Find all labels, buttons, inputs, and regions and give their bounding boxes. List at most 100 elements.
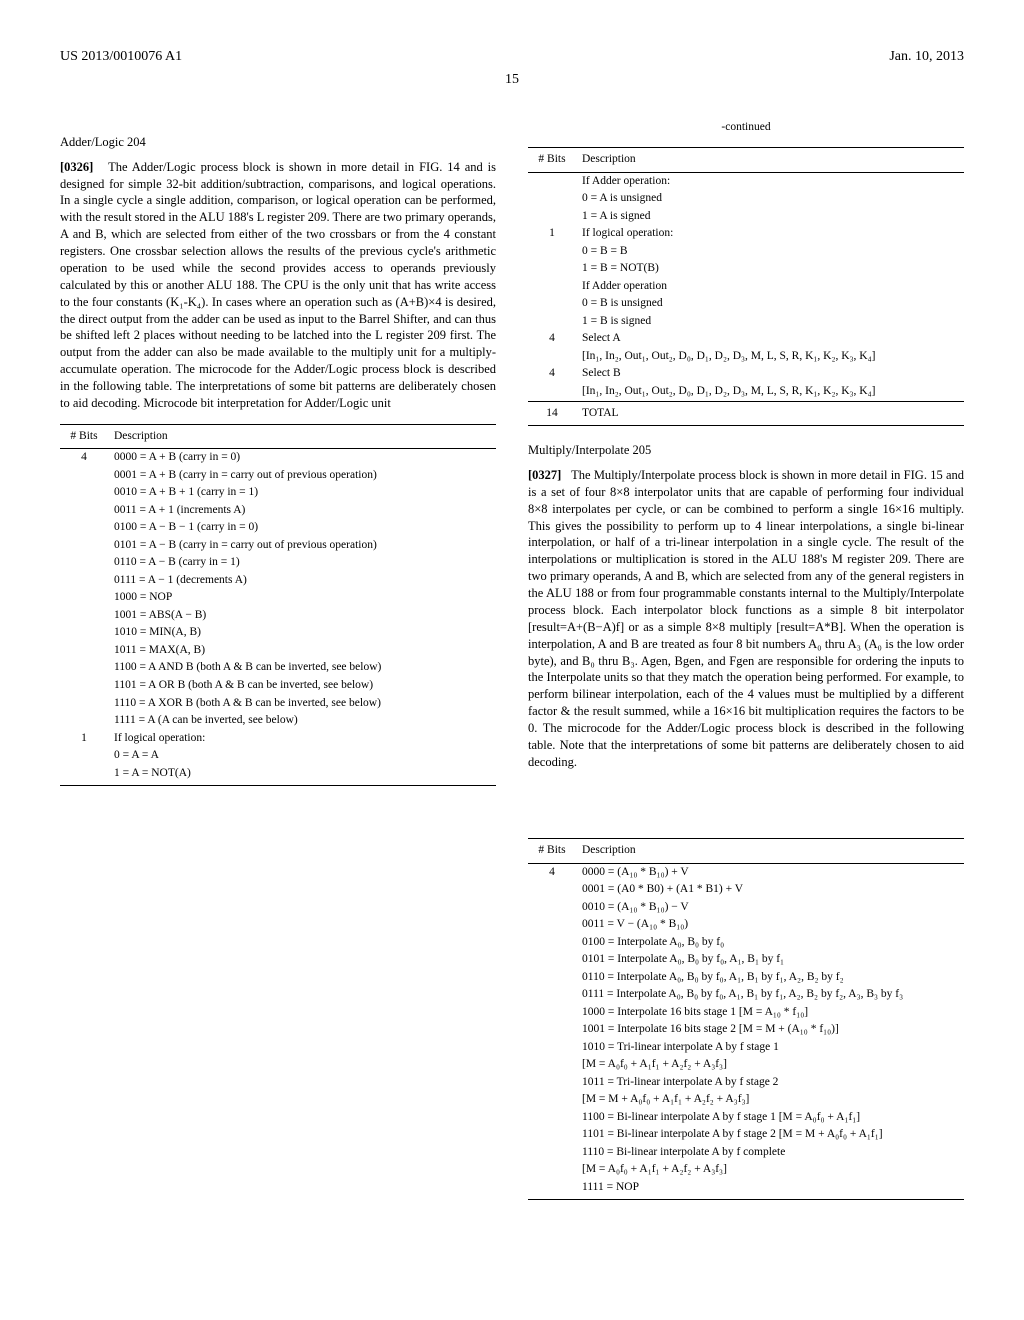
table-row: 0001 = (A0 * B0) + (A1 * B1) + V xyxy=(528,881,964,899)
table-row: 0 = A = A xyxy=(60,747,496,765)
desc-cell: 0110 = A − B (carry in = 1) xyxy=(114,554,496,572)
table-row: 4Select B xyxy=(528,365,964,383)
desc-cell: If Adder operation xyxy=(582,278,964,296)
bits-cell xyxy=(528,1144,582,1162)
total-bits: 14 xyxy=(528,401,582,426)
desc-cell: 1001 = Interpolate 16 bits stage 2 [M = … xyxy=(582,1021,964,1039)
table-row: [M = A₀f₀ + A₁f₁ + A₂f₂ + A₃f₃] xyxy=(528,1056,964,1074)
desc-cell: 1 = B is signed xyxy=(582,313,964,331)
bits-cell: 1 xyxy=(60,730,114,748)
section-title-multiply: Multiply/Interpolate 205 xyxy=(528,442,964,459)
desc-cell: 1 = A is signed xyxy=(582,208,964,226)
total-label: TOTAL xyxy=(582,401,964,426)
table-row: 1101 = Bi-linear interpolate A by f stag… xyxy=(528,1126,964,1144)
bits-cell xyxy=(60,484,114,502)
table-header: # Bits xyxy=(528,839,582,864)
bits-cell xyxy=(528,1179,582,1200)
table-row: 1000 = NOP xyxy=(60,589,496,607)
desc-cell: 0011 = A + 1 (increments A) xyxy=(114,502,496,520)
desc-cell: 0 = B is unsigned xyxy=(582,295,964,313)
table-row: 1111 = A (A can be inverted, see below) xyxy=(60,712,496,730)
table-row: 1010 = MIN(A, B) xyxy=(60,624,496,642)
desc-cell: 1111 = NOP xyxy=(582,1179,964,1200)
desc-cell: [In₁, In₂, Out₁, Out₂, D₀, D₁, D₂, D₃, M… xyxy=(582,348,964,366)
table-row: 1011 = MAX(A, B) xyxy=(60,642,496,660)
table-row: 0001 = A + B (carry in = carry out of pr… xyxy=(60,467,496,485)
desc-cell: 1010 = MIN(A, B) xyxy=(114,624,496,642)
bits-cell xyxy=(528,1126,582,1144)
bits-cell xyxy=(528,190,582,208)
desc-cell: 0 = B = B xyxy=(582,243,964,261)
table-header: # Bits xyxy=(60,424,114,449)
table-row: 1001 = Interpolate 16 bits stage 2 [M = … xyxy=(528,1021,964,1039)
desc-cell: 0100 = A − B − 1 (carry in = 0) xyxy=(114,519,496,537)
bits-cell xyxy=(528,1004,582,1022)
desc-cell: 0111 = Interpolate A₀, B₀ by f₀, A₁, B₁ … xyxy=(582,986,964,1004)
para-num: [0327] xyxy=(528,468,561,482)
desc-cell: 0100 = Interpolate A₀, B₀ by f₀ xyxy=(582,934,964,952)
table-row: 0111 = A − 1 (decrements A) xyxy=(60,572,496,590)
desc-cell: 1101 = A OR B (both A & B can be inverte… xyxy=(114,677,496,695)
table-row: [In₁, In₂, Out₁, Out₂, D₀, D₁, D₂, D₃, M… xyxy=(528,348,964,366)
table-row: 1 = B = NOT(B) xyxy=(528,260,964,278)
table-row: 40000 = (A₁₀ * B₁₀) + V xyxy=(528,863,964,881)
table-row: 0110 = Interpolate A₀, B₀ by f₀, A₁, B₁ … xyxy=(528,969,964,987)
desc-cell: 1001 = ABS(A − B) xyxy=(114,607,496,625)
paragraph-0326: [0326] The Adder/Logic process block is … xyxy=(60,159,496,412)
table-adder-logic: # Bits Description 40000 = A + B (carry … xyxy=(60,424,496,786)
bits-cell xyxy=(528,1021,582,1039)
desc-cell: 1 = B = NOT(B) xyxy=(582,260,964,278)
table-header: Description xyxy=(582,148,964,173)
table-row: 1100 = Bi-linear interpolate A by f stag… xyxy=(528,1109,964,1127)
bits-cell: 4 xyxy=(528,863,582,881)
bits-cell xyxy=(528,1056,582,1074)
bits-cell xyxy=(528,916,582,934)
bits-cell xyxy=(528,260,582,278)
desc-cell: Select B xyxy=(582,365,964,383)
desc-cell: 0000 = (A₁₀ * B₁₀) + V xyxy=(582,863,964,881)
bits-cell xyxy=(60,502,114,520)
bits-cell xyxy=(60,537,114,555)
desc-cell: [In₁, In₂, Out₁, Out₂, D₀, D₁, D₂, D₃, M… xyxy=(582,383,964,401)
desc-cell: 0 = A is unsigned xyxy=(582,190,964,208)
spacer xyxy=(60,826,496,1216)
table-row: If Adder operation: xyxy=(528,172,964,190)
header-left: US 2013/0010076 A1 xyxy=(60,48,182,67)
paragraph-0327: [0327] The Multiply/Interpolate process … xyxy=(528,467,964,771)
table-row: [M = M + A₀f₀ + A₁f₁ + A₂f₂ + A₃f₃] xyxy=(528,1091,964,1109)
table-row: 0100 = A − B − 1 (carry in = 0) xyxy=(60,519,496,537)
bits-cell xyxy=(528,243,582,261)
table-row: 1101 = A OR B (both A & B can be inverte… xyxy=(60,677,496,695)
bits-cell xyxy=(60,659,114,677)
bits-cell xyxy=(528,986,582,1004)
desc-cell: 0000 = A + B (carry in = 0) xyxy=(114,449,496,467)
desc-cell: [M = M + A₀f₀ + A₁f₁ + A₂f₂ + A₃f₃] xyxy=(582,1091,964,1109)
bits-cell xyxy=(528,899,582,917)
bits-cell xyxy=(528,295,582,313)
table-row: 0 = B = B xyxy=(528,243,964,261)
table-row: 4Select A xyxy=(528,330,964,348)
desc-cell: 1110 = A XOR B (both A & B can be invert… xyxy=(114,695,496,713)
desc-cell: 1010 = Tri-linear interpolate A by f sta… xyxy=(582,1039,964,1057)
continued-label: -continued xyxy=(528,120,964,136)
table-row: 0110 = A − B (carry in = 1) xyxy=(60,554,496,572)
table-row: 1001 = ABS(A − B) xyxy=(60,607,496,625)
desc-cell: 1011 = Tri-linear interpolate A by f sta… xyxy=(582,1074,964,1092)
bits-cell xyxy=(60,677,114,695)
desc-cell: If Adder operation: xyxy=(582,172,964,190)
bits-cell xyxy=(528,934,582,952)
table-row: 0 = A is unsigned xyxy=(528,190,964,208)
bits-cell xyxy=(528,951,582,969)
table-total-row: 14TOTAL xyxy=(528,401,964,426)
page-number: 15 xyxy=(60,71,964,90)
bits-cell xyxy=(528,172,582,190)
table-row: 0101 = Interpolate A₀, B₀ by f₀, A₁, B₁ … xyxy=(528,951,964,969)
bits-cell xyxy=(60,747,114,765)
desc-cell: 0001 = (A0 * B0) + (A1 * B1) + V xyxy=(582,881,964,899)
desc-cell: 1101 = Bi-linear interpolate A by f stag… xyxy=(582,1126,964,1144)
left-column: Adder/Logic 204 [0326] The Adder/Logic p… xyxy=(60,120,496,802)
table-adder-logic-cont: # Bits Description If Adder operation:0 … xyxy=(528,147,964,426)
desc-cell: 1110 = Bi-linear interpolate A by f comp… xyxy=(582,1144,964,1162)
desc-cell: 0001 = A + B (carry in = carry out of pr… xyxy=(114,467,496,485)
table-row: 40000 = A + B (carry in = 0) xyxy=(60,449,496,467)
